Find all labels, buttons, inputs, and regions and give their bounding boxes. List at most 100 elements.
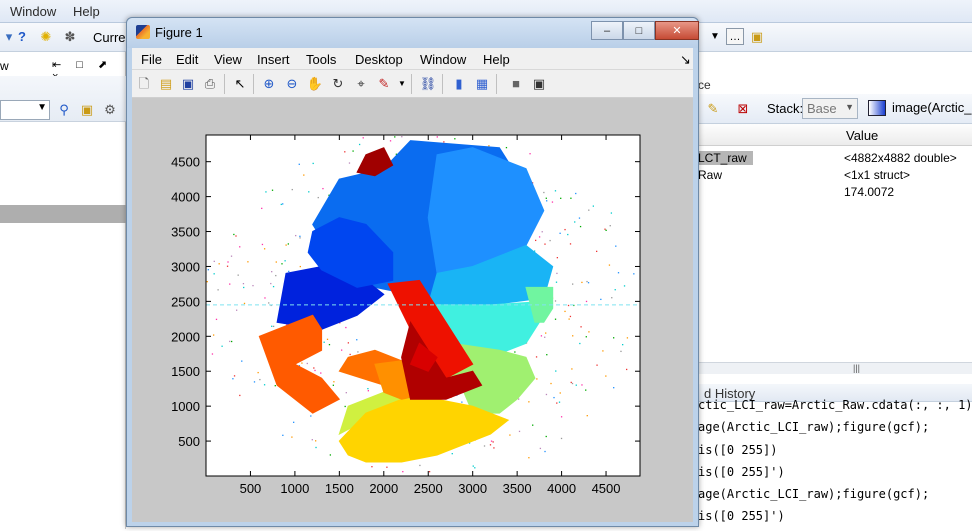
history-line[interactable]: ctic_LCI_raw=Arctic_Raw.cdata(:, :, 1); <box>698 398 972 412</box>
pan-icon[interactable]: ✋ <box>306 76 324 91</box>
menu-insert[interactable]: Insert <box>257 52 290 67</box>
speckle-point <box>572 283 574 285</box>
print-icon[interactable]: ⎙ <box>204 76 216 91</box>
speckle-point <box>230 340 233 343</box>
maximize-button[interactable]: □ <box>623 21 655 40</box>
table-row[interactable]: LCT_raw <4882x4882 double> <box>698 150 972 167</box>
history-line[interactable]: is([0 255]) <box>698 443 778 457</box>
history-line[interactable]: age(Arctic_LCI_raw);figure(gcf); <box>698 487 930 501</box>
new-figure-icon[interactable]: 🗋 <box>138 76 150 91</box>
speckle-point <box>543 191 545 194</box>
folder-up-icon[interactable]: ▣ <box>750 29 764 44</box>
panel-title: w <box>0 59 9 73</box>
value-column-header[interactable]: Value <box>846 128 879 143</box>
figure-titlebar[interactable]: Figure 1 – □ ✕ <box>127 18 699 48</box>
save-icon[interactable]: ▣ <box>181 76 195 91</box>
speckle-point <box>596 250 598 253</box>
speckle-point <box>394 136 396 138</box>
table-row[interactable]: Raw <1x1 struct> <box>698 167 972 184</box>
heatmap-plot[interactable]: 500 1000 1500 2000 2500 3000 3500 4000 4500 500 10… <box>132 98 693 522</box>
selected-row[interactable] <box>0 205 126 223</box>
y-tick-label: 2500 <box>171 294 200 309</box>
zoom-in-icon[interactable]: ⊕ <box>263 76 275 91</box>
speckle-point <box>344 405 346 408</box>
open-icon[interactable]: ▤ <box>159 76 173 91</box>
help-icon[interactable]: ? <box>18 29 26 44</box>
minimize-button[interactable]: – <box>591 21 623 40</box>
folder-dropdown-icon[interactable]: ▼ <box>710 31 720 42</box>
speckle-point <box>579 225 582 228</box>
speckle-point <box>569 243 572 245</box>
search-icon[interactable]: ⚲ <box>59 102 69 117</box>
speckle-point <box>571 382 574 385</box>
speckle-point <box>555 370 557 372</box>
plot-selection-button[interactable]: image(Arctic_L <box>868 98 972 119</box>
speckle-point <box>272 325 275 328</box>
pointer-icon[interactable]: ↖ <box>234 76 246 91</box>
brush-icon[interactable]: ✎ <box>378 76 390 91</box>
menu-tools[interactable]: Tools <box>306 52 337 67</box>
rotate-icon[interactable]: ↻ <box>332 76 344 91</box>
table-row[interactable]: 174.0072 <box>698 184 972 201</box>
speckle-point <box>371 466 373 468</box>
edit-icon[interactable]: ✎ <box>707 101 719 116</box>
chevron-down-icon[interactable]: ▼ <box>37 102 47 113</box>
speckle-point <box>540 335 543 337</box>
speckle-point <box>315 440 317 442</box>
history-line[interactable]: age(Arctic_LCI_raw);figure(gcf); <box>698 420 930 434</box>
speckle-point <box>610 212 613 214</box>
horizontal-scrollbar[interactable]: ||| <box>698 362 972 374</box>
menu-edit[interactable]: Edit <box>176 52 199 67</box>
dropdown-arrow-icon[interactable]: ▾ <box>5 29 13 44</box>
menu-desktop[interactable]: Desktop <box>355 52 403 67</box>
speckle-point <box>239 246 241 248</box>
history-line[interactable]: is([0 255]') <box>698 465 785 479</box>
speckle-point <box>314 369 316 372</box>
data-cursor-icon[interactable]: ⌖ <box>357 76 365 91</box>
path-bar: ▼ ⚲ ▣ ⚙ <box>0 76 126 122</box>
chevron-down-icon[interactable]: ▼ <box>845 102 854 112</box>
speckle-point <box>221 345 223 347</box>
dock-arrow-icon[interactable]: ↘ <box>680 52 691 67</box>
simulink-icon[interactable]: ✽ <box>64 29 76 44</box>
scroll-grip-icon[interactable]: ||| <box>853 363 861 373</box>
menu-file[interactable]: File <box>141 52 162 67</box>
delete-icon[interactable]: ⊠ <box>737 101 749 116</box>
figure-window[interactable]: Figure 1 – □ ✕ File Edit View Insert Too… <box>126 17 699 527</box>
stack-select[interactable]: Base ▼ <box>802 98 858 119</box>
desktop-menu-window[interactable]: Window <box>10 4 57 19</box>
speckle-point <box>535 356 538 358</box>
gear-icon[interactable]: ⚙ <box>104 102 116 117</box>
heatmap-region <box>258 314 341 414</box>
history-line[interactable]: is([0 255]') <box>698 509 785 523</box>
show-plot-tools-icon[interactable]: ▣ <box>532 76 546 91</box>
speckle-point <box>226 265 229 267</box>
figure-canvas[interactable]: 500 1000 1500 2000 2500 3000 3500 4000 4500 500 10… <box>132 98 693 522</box>
stack-label: Stack: <box>767 101 804 116</box>
colorbar-icon[interactable]: ▮ <box>455 76 463 91</box>
heatmap-region <box>356 147 394 177</box>
speckle-point <box>303 174 305 176</box>
folder-up-icon[interactable]: ▣ <box>80 102 94 117</box>
speckle-point <box>570 381 572 384</box>
path-combo[interactable]: ▼ <box>0 100 50 120</box>
chevron-down-icon[interactable]: ▼ <box>398 79 406 88</box>
speckle-point <box>213 260 215 263</box>
bulb-icon[interactable]: ✺ <box>40 29 52 44</box>
legend-icon[interactable]: ▦ <box>475 76 489 91</box>
variable-name: Raw <box>698 168 723 182</box>
close-button[interactable]: ✕ <box>655 21 699 40</box>
hide-plot-tools-icon[interactable]: ■ <box>512 76 520 91</box>
menu-view[interactable]: View <box>214 52 242 67</box>
menu-window[interactable]: Window <box>420 52 467 67</box>
zoom-out-icon[interactable]: ⊖ <box>286 76 298 91</box>
speckle-point <box>229 340 231 343</box>
speckle-point <box>345 392 347 394</box>
menu-help[interactable]: Help <box>483 52 510 67</box>
browse-button[interactable]: … <box>726 28 744 45</box>
variable-value: <1x1 struct> <box>844 168 911 182</box>
speckle-point <box>626 337 629 339</box>
x-tick-label: 4000 <box>547 481 576 496</box>
link-icon[interactable]: ⛓ <box>419 76 437 91</box>
desktop-menu-help[interactable]: Help <box>73 4 100 19</box>
